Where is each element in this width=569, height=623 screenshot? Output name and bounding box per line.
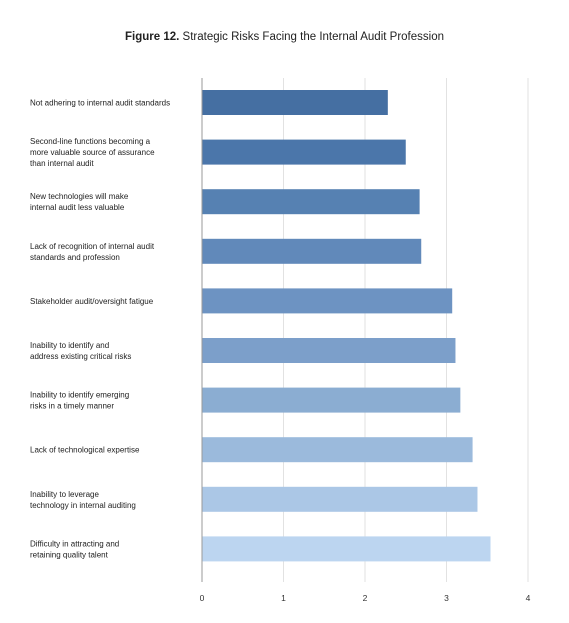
category-label-line: Second-line functions becoming a	[30, 137, 151, 146]
category-label-5: Stakeholder audit/oversight fatigue	[30, 297, 154, 306]
category-label-line: Lack of technological expertise	[30, 446, 140, 455]
category-label-3: New technologies will make internal audit…	[30, 192, 129, 212]
bar-4	[202, 238, 422, 264]
category-label-line: Stakeholder audit/oversight fatigue	[30, 297, 154, 306]
category-label-line: address existing critical risks	[30, 352, 131, 361]
category-label-line: retaining quality talent	[30, 550, 109, 559]
bar-8	[202, 437, 473, 463]
chart-title-prefix: Figure 12.	[125, 31, 180, 43]
category-label-line: Inability to leverage	[30, 490, 99, 499]
category-label-line: than internal audit	[30, 159, 94, 168]
category-label-2: Second-line functions becoming a more val…	[30, 137, 155, 168]
bars	[202, 90, 491, 562]
category-label-line: Inability to identify emerging	[30, 391, 129, 400]
category-label-1: Not adhering to internal audit standards	[30, 99, 170, 108]
tick-label-4: 4	[526, 593, 531, 603]
category-label-line: Not adhering to internal audit standards	[30, 99, 170, 108]
category-label-line: Difficulty in attracting and	[30, 539, 119, 548]
chart-title: Figure 12. Strategic Risks Facing the In…	[0, 30, 569, 44]
category-label-line: risks in a timely manner	[30, 402, 114, 411]
category-label-9: Inability to leverage technology in inter…	[30, 490, 136, 510]
bar-6	[202, 338, 456, 363]
bar-9	[202, 486, 478, 512]
category-label-line: New technologies will make	[30, 192, 129, 201]
bar-7	[202, 387, 461, 413]
bar-5	[202, 288, 453, 314]
tick-labels: 0 1 2 3 4	[200, 593, 531, 603]
category-label-8: Lack of technological expertise	[30, 446, 140, 455]
tick-label-3: 3	[444, 593, 449, 603]
bar-10	[202, 536, 491, 562]
bar-1	[202, 90, 388, 115]
bar-3	[202, 189, 420, 215]
category-label-4: Lack of recognition of internal audit sta…	[30, 242, 155, 262]
category-label-line: more valuable source of assurance	[30, 148, 155, 157]
chart-title-text: Strategic Risks Facing the Internal Audi…	[182, 31, 444, 43]
category-labels: Not adhering to internal audit standards…	[30, 99, 170, 560]
category-label-10: Difficulty in attracting and retaining qu…	[30, 539, 119, 559]
tick-label-0: 0	[200, 593, 205, 603]
category-label-7: Inability to identify emerging risks in a…	[30, 391, 129, 411]
category-label-line: Lack of recognition of internal audit	[30, 242, 155, 251]
category-label-line: internal audit less valuable	[30, 203, 125, 212]
tick-label-2: 2	[363, 593, 368, 603]
category-label-line: technology in internal auditing	[30, 501, 136, 510]
category-label-line: standards and profession	[30, 253, 120, 262]
category-label-6: Inability to identify and address existin…	[30, 341, 131, 361]
category-label-line: Inability to identify and	[30, 341, 109, 350]
tick-label-1: 1	[281, 593, 286, 603]
bar-2	[202, 139, 406, 165]
